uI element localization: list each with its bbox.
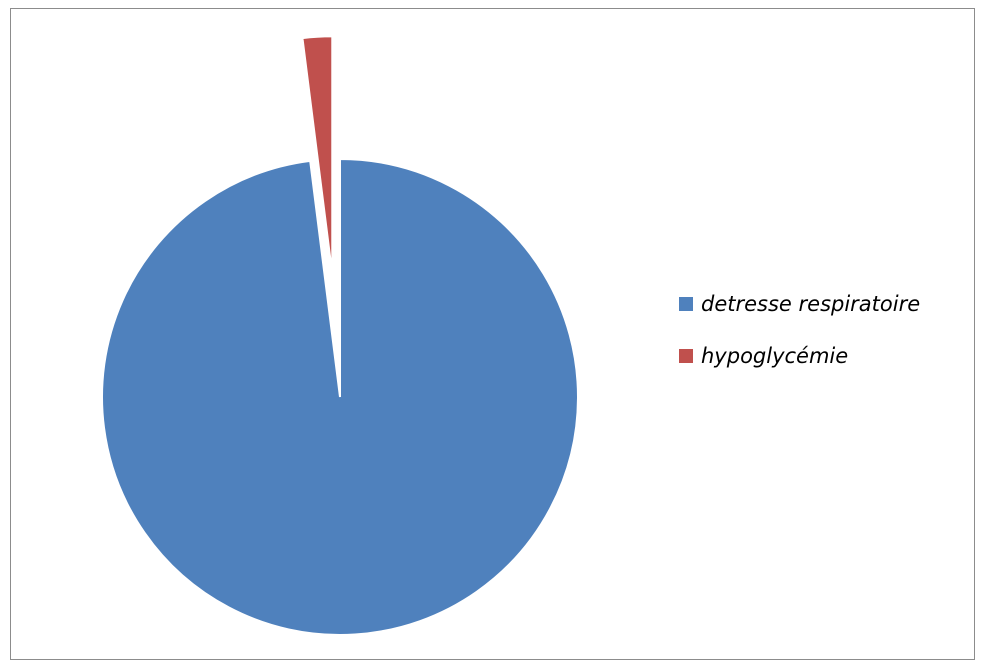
legend-label-detresse-respiratoire: detresse respiratoire [701, 292, 921, 316]
legend-item-hypoglycemie: hypoglycémie [679, 343, 920, 369]
legend-item-detresse-respiratoire: detresse respiratoire [679, 291, 920, 317]
legend-swatch-hypoglycemie [679, 349, 693, 363]
chart-frame: detresse respiratoire hypoglycémie [10, 8, 975, 660]
pie-chart [101, 35, 580, 636]
pie-slice-detresse-respiratoire [101, 157, 580, 636]
legend: detresse respiratoire hypoglycémie [679, 291, 920, 395]
pie-slice-hypoglycemie [301, 35, 334, 275]
legend-label-hypoglycemie: hypoglycémie [701, 344, 849, 368]
legend-swatch-detresse-respiratoire [679, 297, 693, 311]
